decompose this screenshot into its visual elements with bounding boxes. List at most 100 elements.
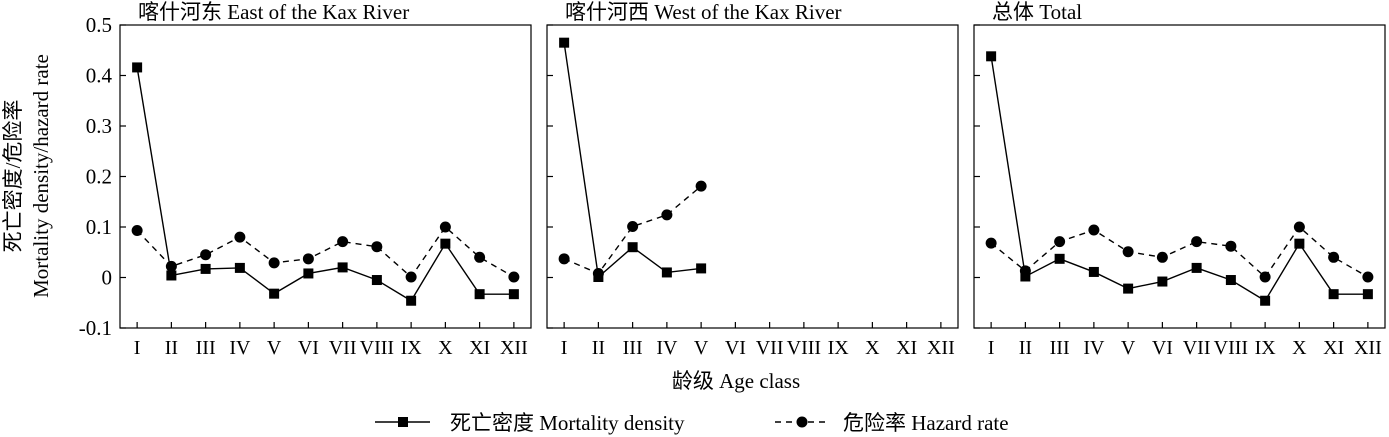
hazard-rate-point bbox=[1293, 221, 1305, 233]
hazard-rate-point bbox=[1054, 236, 1066, 248]
legend-mortality-label: 死亡密度 Mortality density bbox=[450, 411, 685, 435]
hazard-rate-point bbox=[1019, 265, 1031, 277]
mortality-density-point bbox=[1123, 283, 1134, 294]
x-tick-label: XII bbox=[927, 337, 955, 359]
mortality-density-point bbox=[337, 262, 348, 273]
y-tick-label: 0.3 bbox=[86, 114, 112, 138]
hazard-rate-point bbox=[302, 253, 314, 265]
x-tick-label: II bbox=[592, 337, 605, 359]
x-tick-label: XI bbox=[1323, 337, 1344, 359]
mortality-density-point bbox=[1362, 289, 1373, 300]
x-tick-label: X bbox=[438, 337, 453, 359]
panel-title: 喀什河西 West of the Kax River bbox=[565, 0, 842, 24]
mortality-density-point bbox=[1020, 271, 1031, 282]
mortality-density-point bbox=[200, 263, 211, 274]
mortality-density-point bbox=[661, 267, 672, 278]
x-tick-label: XII bbox=[500, 337, 528, 359]
hazard-rate-point bbox=[371, 241, 383, 253]
mortality-density-point bbox=[1191, 262, 1202, 273]
mortality-density-point bbox=[132, 62, 143, 73]
x-tick-label: IX bbox=[1255, 337, 1277, 359]
hazard-rate-point bbox=[1328, 251, 1340, 263]
y-tick-label: 0.1 bbox=[86, 215, 112, 239]
hazard-rate-point bbox=[1088, 224, 1100, 236]
mortality-density-point bbox=[508, 289, 519, 300]
mortality-density-point bbox=[1054, 253, 1065, 264]
plot-frame bbox=[546, 24, 959, 329]
x-tick-label: VI bbox=[1152, 337, 1173, 359]
hazard-rate-point bbox=[234, 231, 246, 243]
hazard-rate-line bbox=[563, 185, 702, 275]
x-tick-label: II bbox=[1019, 337, 1032, 359]
mortality-density-line bbox=[563, 42, 702, 279]
x-tick-label: XI bbox=[469, 337, 490, 359]
y-tick-label: 0 bbox=[102, 266, 113, 290]
x-axis-label: 龄级 Age class bbox=[672, 369, 800, 393]
mortality-density-point bbox=[474, 289, 485, 300]
mortality-density-point bbox=[986, 51, 997, 62]
x-tick-label: III bbox=[1050, 337, 1070, 359]
x-tick-label: III bbox=[623, 337, 643, 359]
hazard-rate-point bbox=[558, 253, 570, 265]
x-tick-label: IX bbox=[401, 337, 423, 359]
legend-hazard-marker bbox=[796, 416, 808, 428]
mortality-density-point bbox=[406, 295, 417, 306]
mortality-density-point bbox=[1328, 289, 1339, 300]
hazard-rate-point bbox=[1156, 251, 1168, 263]
y-tick-label: -0.1 bbox=[79, 316, 112, 340]
mortality-density-point bbox=[166, 270, 177, 281]
x-tick-label: V bbox=[1121, 337, 1136, 359]
y-axis-label-english: Mortality density/hazard rate bbox=[29, 54, 53, 298]
x-tick-label: VI bbox=[298, 337, 319, 359]
x-tick-label: I bbox=[134, 337, 141, 359]
mortality-density-point bbox=[1157, 276, 1168, 287]
hazard-rate-point bbox=[405, 271, 417, 283]
x-tick-label: VI bbox=[725, 337, 746, 359]
y-tick-label: 0.2 bbox=[86, 165, 112, 189]
y-tick-label: 0.5 bbox=[86, 13, 112, 37]
x-tick-label: V bbox=[694, 337, 709, 359]
hazard-rate-point bbox=[200, 249, 212, 261]
hazard-rate-point bbox=[165, 260, 177, 272]
mortality-density-point bbox=[1294, 238, 1305, 249]
x-tick-label: V bbox=[267, 337, 282, 359]
y-axis-label-chinese: 死亡密度/危险率 bbox=[1, 100, 25, 253]
chart-panel-1: -0.100.10.20.30.40.5I II III IV V VI VII VIII IX… bbox=[79, 0, 532, 359]
mortality-density-point bbox=[627, 242, 638, 253]
hazard-rate-point bbox=[1362, 271, 1374, 283]
x-tick-label: VII bbox=[1183, 337, 1211, 359]
hazard-rate-point bbox=[1225, 240, 1237, 252]
x-tick-label: I bbox=[561, 337, 568, 359]
hazard-rate-point bbox=[337, 236, 349, 248]
mortality-density-point bbox=[234, 262, 245, 273]
x-tick-label: IV bbox=[656, 337, 678, 359]
mortality-density-line bbox=[136, 67, 514, 302]
x-tick-label: III bbox=[196, 337, 216, 359]
x-tick-label: XII bbox=[1354, 337, 1382, 359]
x-tick-label: X bbox=[1292, 337, 1307, 359]
chart-panels: -0.100.10.20.30.40.5I II III IV V VI VII VIII IX… bbox=[79, 0, 1386, 359]
hazard-rate-point bbox=[1191, 236, 1203, 248]
mortality-density-point bbox=[440, 238, 451, 249]
hazard-rate-point bbox=[1259, 271, 1271, 283]
legend-mortality-marker bbox=[398, 417, 408, 427]
mortality-density-point bbox=[559, 37, 570, 48]
hazard-rate-point bbox=[439, 221, 451, 233]
hazard-rate-point bbox=[508, 271, 520, 283]
mortality-density-point bbox=[269, 288, 280, 299]
legend: 死亡密度 Mortality density 危险率 Hazard rate bbox=[375, 411, 1009, 435]
mortality-density-point bbox=[1225, 275, 1236, 286]
mortality-density-point bbox=[303, 268, 314, 279]
panel-title: 总体 Total bbox=[992, 0, 1082, 24]
x-tick-label: IV bbox=[1083, 337, 1105, 359]
mortality-density-point bbox=[371, 275, 382, 286]
hazard-rate-point bbox=[592, 267, 604, 279]
mortality-density-point bbox=[1088, 266, 1099, 277]
hazard-rate-point bbox=[268, 257, 280, 269]
hazard-rate-line bbox=[136, 225, 515, 279]
legend-hazard-label: 危险率 Hazard rate bbox=[843, 411, 1009, 435]
x-tick-label: X bbox=[865, 337, 880, 359]
mortality-density-point bbox=[1260, 295, 1271, 306]
